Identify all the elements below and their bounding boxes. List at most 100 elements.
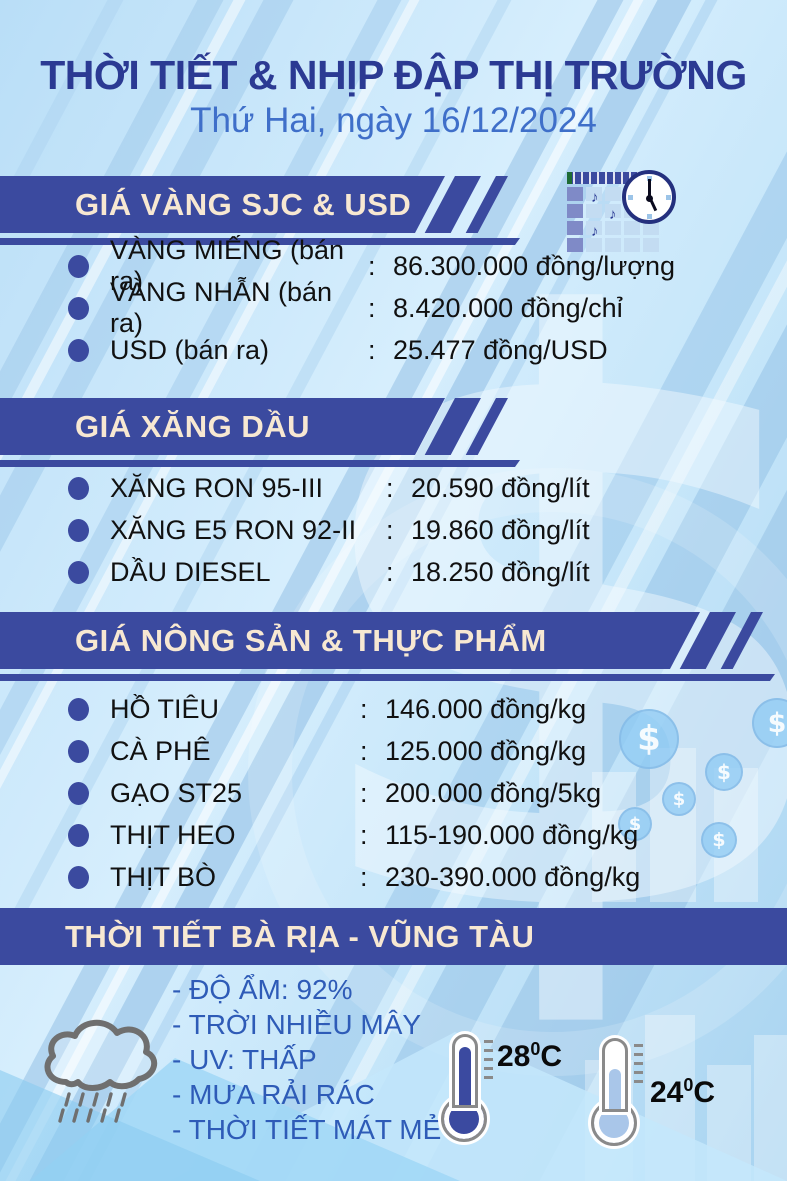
degree-symbol: 0 bbox=[683, 1075, 694, 1095]
section-heading: THỜI TIẾT BÀ RỊA - VŨNG TÀU bbox=[65, 918, 535, 954]
weather-details-list: - ĐỘ ẨM: 92% - TRỜI NHIỀU MÂY - UV: THẤP… bbox=[172, 976, 441, 1151]
section-banner-fuel: GIÁ XĂNG DẦU bbox=[0, 398, 445, 455]
weather-detail: - THỜI TIẾT MÁT MẺ bbox=[172, 1114, 442, 1145]
bullet-icon bbox=[68, 781, 89, 805]
dollar-coin-icon: $ bbox=[619, 709, 679, 769]
colon-separator: : bbox=[386, 514, 394, 545]
price-label: VÀNG NHẪN (bán ra) bbox=[110, 277, 333, 338]
music-note-icon: ♪ bbox=[609, 206, 617, 223]
coin-symbol: $ bbox=[637, 719, 661, 759]
weather-detail: - ĐỘ ẨM: 92% bbox=[172, 974, 353, 1005]
price-row: THỊT BÒ : 230-390.000 đồng/kg bbox=[68, 856, 640, 898]
degree-symbol: 0 bbox=[530, 1039, 541, 1059]
price-label: THỊT HEO bbox=[110, 819, 236, 850]
colon-separator: : bbox=[386, 556, 394, 587]
price-value: 19.860 đồng/lít bbox=[411, 514, 590, 545]
coin-symbol: $ bbox=[628, 813, 642, 835]
colon-separator: : bbox=[368, 250, 376, 281]
music-note-icon: ♪ bbox=[591, 223, 599, 240]
dollar-coin-icon: $ bbox=[662, 782, 696, 816]
temp-unit: C bbox=[693, 1076, 716, 1109]
colon-separator: : bbox=[368, 292, 376, 323]
rain-cloud-icon bbox=[44, 1019, 158, 1123]
price-value: 125.000 đồng/kg bbox=[385, 735, 587, 766]
price-row: THỊT HEO : 115-190.000 đồng/kg bbox=[68, 814, 640, 856]
price-value: 200.000 đồng/5kg bbox=[385, 777, 602, 808]
bullet-icon bbox=[68, 296, 89, 320]
price-label: USD (bán ra) bbox=[110, 334, 270, 365]
temp-high-label: 280C bbox=[497, 1040, 562, 1074]
price-value: 25.477 đồng/USD bbox=[393, 334, 608, 365]
section-heading: GIÁ VÀNG SJC & USD bbox=[75, 186, 412, 222]
bullet-icon bbox=[68, 865, 89, 889]
price-label: THỊT BÒ bbox=[110, 861, 217, 892]
bullet-icon bbox=[68, 518, 89, 542]
section-banner-weather: THỜI TIẾT BÀ RỊA - VŨNG TÀU bbox=[0, 908, 787, 965]
weather-detail: - TRỜI NHIỀU MÂY bbox=[172, 1009, 422, 1040]
bullet-icon bbox=[68, 697, 89, 721]
thermometer-ticks bbox=[634, 1044, 643, 1086]
weather-detail: - MƯA RẢI RÁC bbox=[172, 1079, 375, 1110]
price-value: 146.000 đồng/kg bbox=[385, 693, 587, 724]
colon-separator: : bbox=[368, 334, 376, 365]
price-label: XĂNG RON 95-III bbox=[110, 472, 324, 503]
price-value: 86.300.000 đồng/lượng bbox=[393, 250, 676, 281]
clock-minute-hand bbox=[648, 179, 651, 198]
price-row: DẦU DIESEL : 18.250 đồng/lít bbox=[68, 551, 590, 593]
chart-bar-watermark bbox=[754, 1035, 787, 1181]
price-row: VÀNG NHẪN (bán ra) : 8.420.000 đồng/chỉ bbox=[68, 277, 675, 338]
price-label: GẠO ST25 bbox=[110, 777, 243, 808]
thermometer-tube bbox=[452, 1034, 478, 1108]
price-row: HỒ TIÊU : 146.000 đồng/kg bbox=[68, 688, 640, 730]
thermometer-high-icon bbox=[438, 1034, 534, 1144]
page-title: THỜI TIẾT & NHỊP ĐẬP THỊ TRƯỜNG bbox=[40, 52, 747, 98]
dollar-coin-icon: $ bbox=[618, 807, 652, 841]
price-value: 230-390.000 đồng/kg bbox=[385, 861, 641, 892]
colon-separator: : bbox=[360, 777, 368, 808]
bullet-icon bbox=[68, 560, 89, 584]
price-value: 18.250 đồng/lít bbox=[411, 556, 590, 587]
price-row: GẠO ST25 : 200.000 đồng/5kg bbox=[68, 772, 640, 814]
price-row: USD (bán ra) : 25.477 đồng/USD bbox=[68, 329, 675, 371]
calendar-header-accent bbox=[567, 172, 572, 184]
temp-high-value: 28 bbox=[497, 1040, 531, 1073]
bullet-icon bbox=[68, 823, 89, 847]
colon-separator: : bbox=[360, 861, 368, 892]
colon-separator: : bbox=[360, 735, 368, 766]
fuel-price-list: XĂNG RON 95-III : 20.590 đồng/lít XĂNG E… bbox=[68, 467, 590, 593]
calendar-clock-icon: ♪ ♪ ♪ bbox=[565, 170, 685, 256]
section-heading: GIÁ NÔNG SẢN & THỰC PHẨM bbox=[75, 622, 547, 658]
weather-detail: - UV: THẤP bbox=[172, 1044, 317, 1075]
temp-low-label: 240C bbox=[650, 1076, 715, 1110]
section-heading: GIÁ XĂNG DẦU bbox=[75, 408, 311, 444]
chart-bar-watermark bbox=[650, 748, 696, 902]
price-label: DẦU DIESEL bbox=[110, 556, 271, 587]
price-value: 115-190.000 đồng/kg bbox=[385, 819, 639, 850]
temp-low-value: 24 bbox=[650, 1076, 684, 1109]
section-banner-agri-food: GIÁ NÔNG SẢN & THỰC PHẨM bbox=[0, 612, 700, 669]
dollar-coin-icon: $ bbox=[705, 753, 743, 791]
section-banner-gold-usd: GIÁ VÀNG SJC & USD bbox=[0, 176, 445, 233]
price-label: XĂNG E5 RON 92-II bbox=[110, 514, 357, 545]
clock-center bbox=[646, 195, 653, 202]
music-note-icon: ♪ bbox=[591, 189, 599, 206]
colon-separator: : bbox=[386, 472, 394, 503]
price-value: 8.420.000 đồng/chỉ bbox=[393, 292, 623, 323]
gold-usd-price-list: VÀNG MIẾNG (bán ra) : 86.300.000 đồng/lư… bbox=[68, 235, 676, 371]
thermometer-fill bbox=[609, 1069, 621, 1109]
coin-symbol: $ bbox=[767, 707, 787, 739]
bullet-icon bbox=[68, 476, 89, 500]
price-label: CÀ PHÊ bbox=[110, 735, 211, 766]
thermometer-fill bbox=[459, 1047, 471, 1105]
dollar-coin-icon: $ bbox=[752, 698, 787, 748]
price-row: XĂNG E5 RON 92-II : 19.860 đồng/lít bbox=[68, 509, 590, 551]
thermometer-low-icon bbox=[588, 1038, 684, 1148]
bullet-icon bbox=[68, 254, 89, 278]
dollar-coin-icon: $ bbox=[701, 822, 737, 858]
price-label: HỒ TIÊU bbox=[110, 693, 220, 724]
coin-symbol: $ bbox=[672, 788, 686, 810]
coin-symbol: $ bbox=[717, 760, 731, 784]
thermometer-tube bbox=[602, 1038, 628, 1112]
bullet-icon bbox=[68, 739, 89, 763]
